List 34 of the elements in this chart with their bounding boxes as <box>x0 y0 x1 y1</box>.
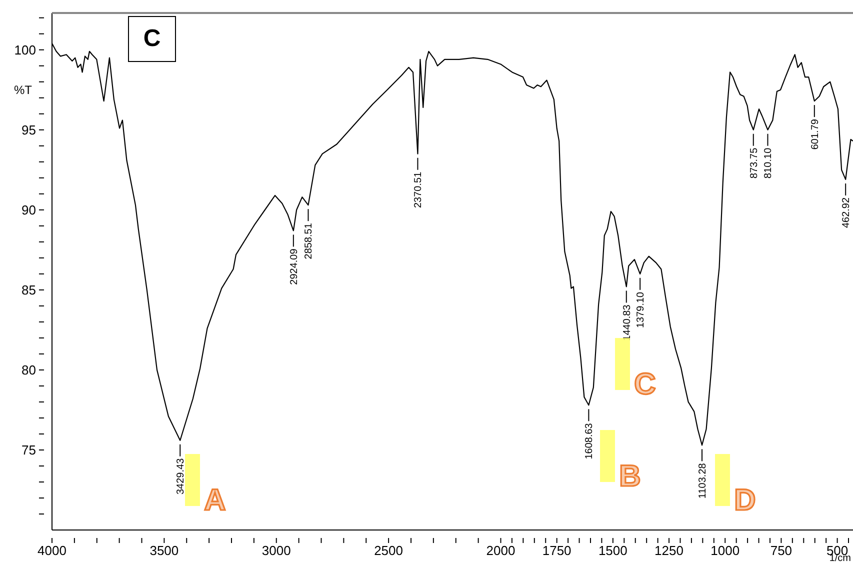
y-tick-label: 80 <box>22 362 36 378</box>
y-tick-label: 100 <box>14 42 36 58</box>
annotation: 2924.09 <box>288 248 300 285</box>
annotation: 3429.43 <box>176 458 187 495</box>
annotation: A <box>204 484 226 517</box>
annotation: 2858.51 <box>304 222 315 260</box>
annotation: D <box>734 484 756 517</box>
annotation: 873.75 <box>748 147 760 178</box>
x-tick-label: 3500 <box>150 543 179 558</box>
annotation: 462.92 <box>841 197 852 228</box>
x-tick-label: 750 <box>770 543 792 558</box>
x-tick-label: 2000 <box>486 543 516 558</box>
x-tick-label: 1500 <box>598 543 628 558</box>
y-tick-label: 90 <box>22 202 36 218</box>
annotation: 1440.83 <box>622 304 633 341</box>
y-axis-title: %T <box>14 83 32 97</box>
x-tick-label: 1750 <box>542 543 572 558</box>
annotation: B <box>619 460 641 493</box>
annotation: C <box>128 16 176 62</box>
y-tick-label: 95 <box>22 122 36 138</box>
annotation: 1608.63 <box>584 422 596 460</box>
y-tick-label: 75 <box>22 442 36 458</box>
y-tick-label: 85 <box>22 282 36 298</box>
x-tick-label: 1000 <box>710 543 740 558</box>
x-tick-label: 3000 <box>262 543 291 558</box>
x-tick-label: 1250 <box>654 543 684 558</box>
annotation: 810.10 <box>763 147 774 178</box>
annotation: 1103.28 <box>698 462 708 499</box>
x-tick-label: 4000 <box>38 543 66 558</box>
x-tick-label: 2500 <box>374 543 404 558</box>
annotation: 601.79 <box>810 118 821 150</box>
annotation: C <box>634 368 656 401</box>
annotation: 2370.51 <box>413 171 424 208</box>
annotation: 1379.10 <box>636 291 647 328</box>
